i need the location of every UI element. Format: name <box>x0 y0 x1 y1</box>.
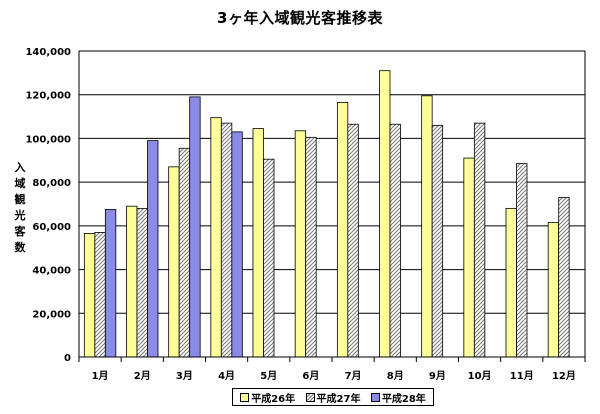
bar-series-1 <box>126 205 138 358</box>
bar-series-1 <box>463 157 475 358</box>
bar-series-2 <box>347 123 359 358</box>
bar-series-3 <box>104 209 117 358</box>
x-tick-label: 2月 <box>134 370 151 382</box>
y-tick-label: 20,000 <box>32 309 71 320</box>
bar-series-1 <box>547 222 560 358</box>
bar-series-2 <box>94 232 106 358</box>
bar-series-1 <box>421 95 433 358</box>
y-axis-label: 入域観光客数 <box>14 161 26 254</box>
bar-series-2 <box>431 124 444 358</box>
y-tick-label: 120,000 <box>25 91 71 102</box>
legend-label-series-3: 平成28年 <box>381 393 426 405</box>
bar-series-1 <box>379 70 391 358</box>
y-tick-label: 80,000 <box>32 178 71 189</box>
bar-series-3 <box>231 131 243 358</box>
legend-item-series-3: 平成28年 <box>370 390 426 405</box>
x-tick-label: 3月 <box>176 370 193 382</box>
bar-series-2 <box>516 163 528 358</box>
x-tick-label: 8月 <box>387 370 404 382</box>
bar-series-1 <box>210 117 222 358</box>
bar-series-2 <box>263 158 275 358</box>
bar-series-1 <box>294 130 307 358</box>
x-tick-label: 1月 <box>92 370 109 382</box>
bar-series-2 <box>178 147 191 358</box>
bar-series-3 <box>189 96 201 358</box>
x-tick-label: 11月 <box>510 370 534 382</box>
y-tick-label: 60,000 <box>32 222 71 233</box>
bar-series-2 <box>136 207 148 358</box>
bar-series-1 <box>252 128 264 358</box>
chart-title: 3ヶ年入域観光客推移表 <box>217 9 383 27</box>
legend-swatch-series-3 <box>370 392 380 402</box>
bar-series-2 <box>389 123 401 358</box>
y-tick-label: 100,000 <box>25 134 71 145</box>
x-tick-label: 4月 <box>218 370 235 382</box>
bar-series-3 <box>147 140 159 358</box>
x-tick-label: 5月 <box>260 370 277 382</box>
legend-item-series-1: 平成26年 <box>240 390 295 405</box>
legend-swatch-series-1 <box>240 392 250 402</box>
x-tick-label: 12月 <box>552 370 576 382</box>
x-tick-label: 9月 <box>429 370 446 382</box>
bar-series-1 <box>336 101 349 358</box>
legend-swatch-series-2 <box>305 392 315 402</box>
bar-series-1 <box>168 166 180 358</box>
legend: 平成26年 平成27年 平成28年 <box>232 388 434 406</box>
y-tick-label: 0 <box>64 353 71 364</box>
y-tick-label: 140,000 <box>25 47 71 58</box>
x-tick-label: 7月 <box>345 370 362 382</box>
bar-series-1 <box>83 233 96 358</box>
legend-label-series-1: 平成26年 <box>251 393 296 405</box>
x-tick-label: 10月 <box>468 370 492 382</box>
legend-item-series-2: 平成27年 <box>305 390 361 405</box>
x-tick-label: 6月 <box>302 370 319 382</box>
y-tick-label: 40,000 <box>32 266 71 277</box>
bar-series-2 <box>473 122 486 358</box>
bar-series-1 <box>505 207 517 358</box>
bar-series-2 <box>558 197 570 358</box>
bar-series-2 <box>305 136 317 358</box>
bar-series-2 <box>220 122 233 358</box>
legend-label-series-2: 平成27年 <box>316 393 361 405</box>
